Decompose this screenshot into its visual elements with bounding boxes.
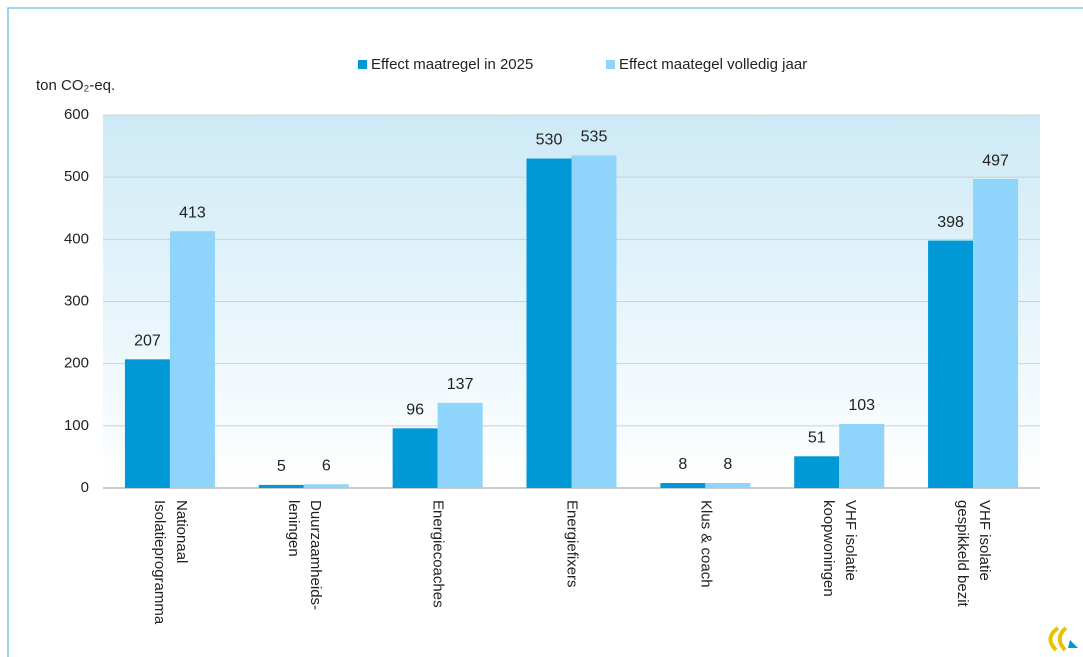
bar [124,359,170,488]
bar [571,155,617,489]
bar [437,402,483,488]
value-label: 535 [581,129,608,146]
y-tick-label: 400 [64,230,89,247]
y-axis-label: ton CO₂-eq. [36,77,115,94]
bar [258,484,304,488]
value-label: 413 [179,204,206,221]
value-label: 51 [808,430,826,447]
bar [973,179,1019,488]
y-tick-label: 100 [64,417,89,434]
bar [303,484,349,488]
x-tick-label-group: VHF isolatie koopwoningen [820,500,859,597]
bar [928,240,974,488]
y-tick-label: 600 [64,106,89,123]
x-tick-label: Duurzaamheids- [307,500,324,610]
bar [839,423,885,488]
x-tick-label-group: VHF isolatie gespikkeld bezit [954,500,993,608]
x-tick-label-group: Duurzaamheids-leningen [285,500,324,610]
y-tick-label: 500 [64,168,89,185]
frame [7,7,1083,657]
value-label: 5 [277,458,286,475]
logo [1048,626,1078,652]
x-tick-label: Energiefixers [564,500,581,588]
legend-label: Effect maatregel in 2025 [371,56,533,73]
x-tick-label: Nationaal [173,500,190,563]
x-tick-label: leningen [285,500,302,557]
bar [526,158,572,488]
value-label: 497 [982,152,1009,169]
value-label: 103 [848,397,875,414]
value-label: 96 [406,402,424,419]
x-tick-label-group: Klus & coach [697,500,714,588]
value-label: 398 [937,214,964,231]
y-tick-label: 0 [81,479,89,496]
bar [794,456,840,488]
x-tick-label-group: Energiecoaches [430,500,447,608]
x-tick-label: VHF isolatie [976,500,993,581]
value-label: 8 [678,456,687,473]
x-tick-label-group: Nationaal Isolatieprogramma [151,500,190,625]
x-tick-label: Energiecoaches [430,500,447,608]
x-tick-label: koopwoningen [820,500,837,597]
x-tick-label: Klus & coach [697,500,714,588]
value-label: 137 [447,376,474,393]
x-tick-label-group: Energiefixers [564,500,581,588]
legend-label: Effect maategel volledig jaar [619,56,807,73]
bar [169,231,215,489]
legend-swatch [358,60,367,69]
x-tick-label: gespikkeld bezit [954,500,971,608]
value-label: 207 [134,333,161,350]
y-tick-label: 300 [64,292,89,309]
x-tick-label: VHF isolatie [842,500,859,581]
value-label: 530 [536,132,563,149]
bar [392,428,438,488]
x-tick-label: Isolatieprogramma [151,500,168,625]
y-tick-label: 200 [64,355,89,372]
legend-swatch [606,60,615,69]
value-label: 8 [723,456,732,473]
value-label: 6 [322,457,331,474]
bar [660,483,706,488]
bar [705,483,751,488]
